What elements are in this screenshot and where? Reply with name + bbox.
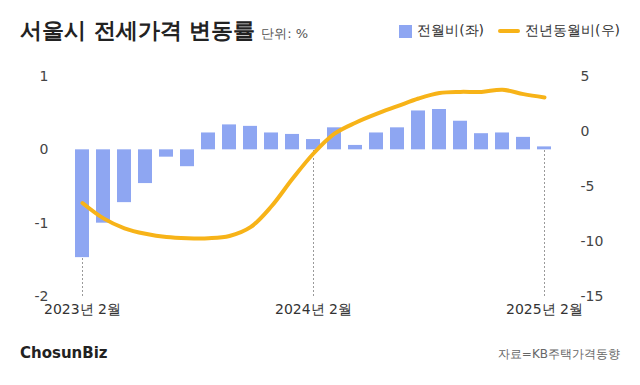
- svg-text:-5: -5: [581, 178, 595, 194]
- svg-text:-10: -10: [581, 233, 604, 249]
- svg-text:-15: -15: [581, 288, 604, 304]
- html-text:전년동월비(우): 전년동월비(우): [525, 22, 620, 38]
- svg-text:2023년 2월: 2023년 2월: [44, 301, 121, 317]
- svg-text:5: 5: [581, 68, 590, 84]
- html-text:서울시 전세가격 변동률 단위: %: 서울시 전세가격 변동률 단위: %: [20, 18, 309, 43]
- svg-text:-1: -1: [35, 215, 49, 231]
- svg-text:-2: -2: [34, 288, 49, 304]
- html-text:전월비(좌): 전월비(좌): [417, 22, 485, 38]
- svg-text:0: 0: [40, 141, 49, 157]
- svg-text:1: 1: [40, 68, 49, 84]
- svg-text:0: 0: [581, 123, 590, 139]
- html-text:자료=KB주택가격동향: 자료=KB주택가격동향: [497, 347, 620, 361]
- svg-text:2024년 2월: 2024년 2월: [275, 301, 352, 317]
- svg-text:2025년 2월: 2025년 2월: [506, 301, 583, 317]
- html-text:ChosunBiz: ChosunBiz: [20, 344, 108, 362]
